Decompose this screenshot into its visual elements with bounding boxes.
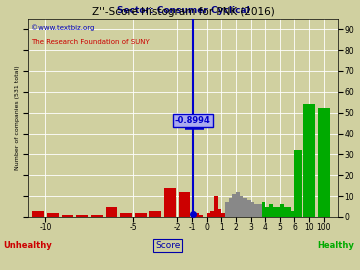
Bar	[210, 211, 214, 217]
Text: The Research Foundation of SUNY: The Research Foundation of SUNY	[31, 39, 150, 45]
Text: Sector: Consumer Cyclical: Sector: Consumer Cyclical	[117, 6, 249, 15]
Bar	[247, 200, 251, 217]
Bar	[199, 215, 203, 217]
Bar	[287, 207, 291, 217]
Text: Score: Score	[155, 241, 180, 250]
Bar	[179, 192, 190, 217]
Bar	[291, 211, 294, 217]
Bar	[254, 204, 258, 217]
Bar	[273, 207, 276, 217]
Bar	[193, 213, 199, 217]
Text: Healthy: Healthy	[317, 241, 354, 250]
Bar	[258, 204, 261, 217]
Bar	[261, 202, 265, 217]
Text: ©www.textbiz.org: ©www.textbiz.org	[31, 25, 94, 31]
Bar	[32, 211, 44, 217]
Bar	[251, 202, 254, 217]
Bar	[276, 207, 280, 217]
Text: Unhealthy: Unhealthy	[3, 241, 52, 250]
Bar	[225, 202, 229, 217]
Bar	[135, 213, 147, 217]
Title: Z''-Score Histogram for PNK (2016): Z''-Score Histogram for PNK (2016)	[92, 6, 275, 16]
Bar	[318, 109, 330, 217]
Bar	[105, 207, 117, 217]
Bar	[62, 215, 73, 217]
Bar	[91, 215, 103, 217]
Bar	[303, 104, 315, 217]
Bar	[120, 213, 132, 217]
Bar	[269, 204, 273, 217]
Bar	[221, 213, 225, 217]
Text: -0.8994: -0.8994	[175, 116, 211, 125]
Bar	[229, 198, 232, 217]
Bar	[217, 209, 221, 217]
Bar	[280, 204, 284, 217]
Y-axis label: Number of companies (531 total): Number of companies (531 total)	[15, 66, 20, 170]
Bar	[294, 150, 302, 217]
Bar	[164, 188, 176, 217]
Bar	[284, 207, 287, 217]
Bar	[239, 196, 243, 217]
Bar	[236, 192, 239, 217]
Bar	[149, 211, 161, 217]
Bar	[214, 196, 217, 217]
Bar	[232, 194, 236, 217]
Bar	[47, 213, 59, 217]
Bar	[76, 215, 88, 217]
Bar	[243, 198, 247, 217]
Bar	[265, 207, 269, 217]
Bar	[207, 213, 210, 217]
